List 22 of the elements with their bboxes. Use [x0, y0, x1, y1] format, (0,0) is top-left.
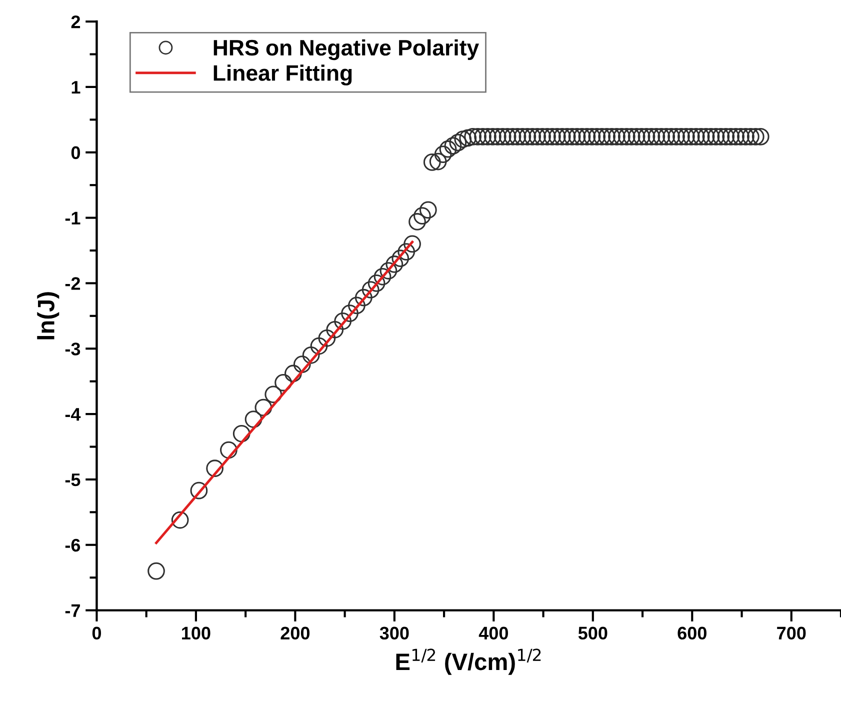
y-tick-label: -3: [65, 342, 80, 356]
x-tick-label: 300: [380, 626, 409, 640]
legend-label: HRS on Negative Polarity: [214, 39, 479, 60]
x-tick-label: 700: [777, 626, 806, 640]
x-axis-title: E$^{1/2}$ (V/cm)$^{1/2}$: [396, 648, 541, 675]
x-tick-label: 100: [182, 626, 210, 640]
y-tick-label: -6: [65, 538, 80, 552]
y-tick-label: -5: [65, 474, 80, 486]
y-tick-label: -2: [65, 277, 80, 290]
legend-label: Linear Fitting: [214, 64, 352, 86]
y-tick-label: -1: [65, 212, 80, 224]
x-tick-label: 200: [280, 626, 310, 640]
y-tick-label: 2: [71, 15, 80, 28]
y-tick-label: -7: [65, 604, 80, 617]
y-tick-label: 0: [71, 146, 80, 160]
y-tick-label: -4: [65, 408, 81, 421]
y-tick-label: 1: [72, 81, 80, 94]
y-axis-title: ln(J): [37, 292, 60, 340]
x-tick-label: 400: [478, 626, 508, 640]
x-tick-label: 0: [92, 626, 101, 640]
x-tick-label: 600: [678, 626, 706, 640]
x-tick-label: 500: [578, 626, 608, 640]
